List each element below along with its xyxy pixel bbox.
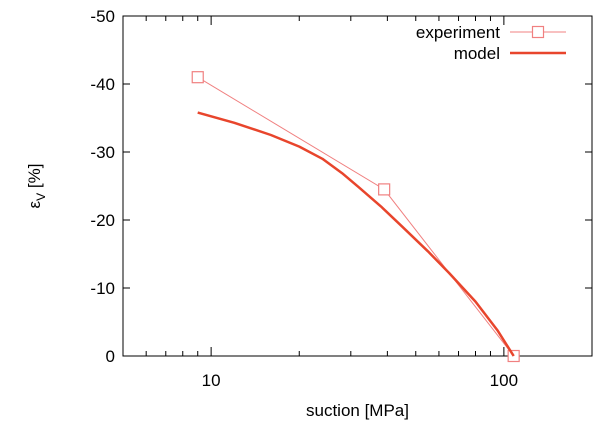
y-axis-ticks: 0 -10 -20 -30 -40 -50 <box>90 7 592 366</box>
x-axis-ticks: 10 100 <box>122 16 593 390</box>
y-tick-label: -40 <box>90 75 115 94</box>
x-tick-label: 10 <box>202 371 221 390</box>
x-axis-title: suction [MPa] <box>306 401 409 420</box>
series-experiment-point <box>191 71 204 84</box>
x-tick-label: 100 <box>490 371 518 390</box>
series-experiment-line <box>197 76 515 357</box>
series-experiment-point <box>378 183 391 196</box>
y-axis-title-symbol: ε <box>25 200 44 208</box>
series-model-line <box>197 111 515 357</box>
y-axis-title-subscript: V <box>34 193 48 201</box>
legend: experiment model <box>416 23 566 63</box>
y-tick-label: -20 <box>90 211 115 230</box>
y-tick-label: -50 <box>90 7 115 26</box>
plot-area <box>122 15 593 357</box>
y-axis-title: εV [%] <box>25 164 48 209</box>
y-tick-label: 0 <box>106 347 115 366</box>
legend-label-experiment: experiment <box>416 23 500 42</box>
y-tick-label: -10 <box>90 279 115 298</box>
legend-label-model: model <box>454 44 500 63</box>
series-layer <box>191 71 520 363</box>
legend-marker-experiment <box>531 25 545 39</box>
y-tick-label: -30 <box>90 143 115 162</box>
y-axis-title-unit: [%] <box>25 164 44 193</box>
plot-frame <box>122 15 593 357</box>
